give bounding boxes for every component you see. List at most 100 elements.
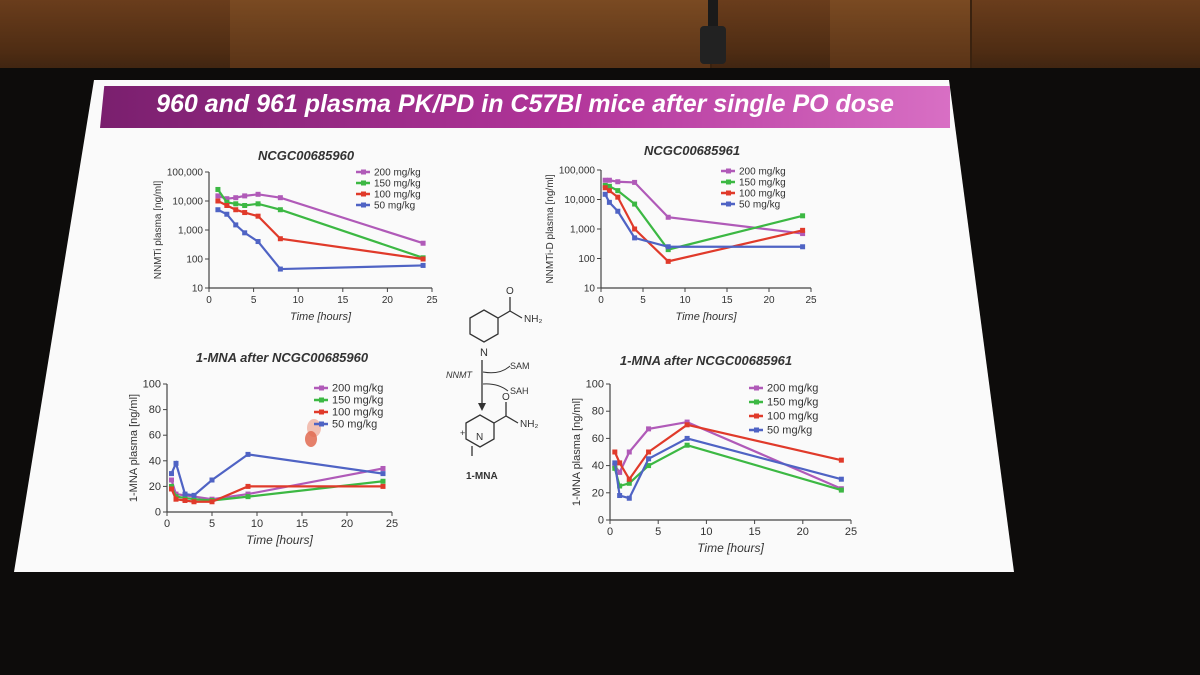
data-point bbox=[606, 199, 612, 205]
legend-marker bbox=[361, 169, 366, 175]
y-tick-label: 40 bbox=[149, 455, 161, 467]
data-point bbox=[665, 247, 671, 253]
data-point bbox=[169, 483, 174, 489]
legend-label: 200 mg/kg bbox=[374, 168, 421, 179]
data-point bbox=[215, 193, 221, 199]
arrow-head-icon bbox=[478, 403, 486, 411]
x-axis-label: Time [hours] bbox=[290, 311, 352, 323]
y-tick-label: 100 bbox=[586, 379, 604, 391]
ceiling-panel bbox=[230, 0, 352, 78]
data-point bbox=[380, 465, 386, 471]
data-point bbox=[255, 201, 261, 207]
data-point bbox=[665, 214, 671, 220]
x-tick-label: 15 bbox=[296, 518, 308, 530]
data-point bbox=[612, 460, 618, 466]
legend-marker bbox=[319, 421, 324, 427]
data-point bbox=[646, 449, 652, 455]
pyridinium-n-label: N bbox=[476, 432, 483, 443]
data-point bbox=[277, 236, 283, 242]
legend-label: 50 mg/kg bbox=[767, 425, 812, 437]
data-point bbox=[617, 469, 623, 475]
data-point bbox=[191, 492, 197, 498]
data-point bbox=[173, 496, 179, 502]
x-tick-label: 15 bbox=[748, 526, 760, 538]
data-point bbox=[420, 256, 426, 262]
x-tick-label: 5 bbox=[251, 295, 257, 306]
data-point bbox=[245, 451, 251, 457]
data-point bbox=[182, 497, 188, 503]
data-point bbox=[215, 186, 221, 192]
pyridine-n-label: N bbox=[480, 347, 488, 359]
y-tick-label: 1,000 bbox=[178, 226, 203, 237]
data-point bbox=[665, 258, 671, 264]
legend-label: 100 mg/kg bbox=[767, 411, 818, 423]
y-tick-label: 10,000 bbox=[172, 197, 203, 208]
data-point bbox=[277, 266, 283, 272]
slide-title-bar bbox=[100, 86, 950, 128]
x-axis-label: Time [hours] bbox=[246, 533, 313, 547]
x-tick-label: 0 bbox=[164, 518, 170, 530]
nicotinamide-structure-icon bbox=[469, 297, 523, 343]
data-point bbox=[800, 231, 806, 237]
data-point bbox=[838, 457, 844, 463]
legend-label: 200 mg/kg bbox=[767, 383, 818, 395]
data-point bbox=[626, 476, 632, 482]
legend-marker bbox=[754, 413, 759, 419]
x-tick-label: 0 bbox=[598, 295, 604, 306]
x-tick-label: 25 bbox=[386, 518, 398, 530]
carbonyl-o-label-2: O bbox=[502, 392, 510, 403]
legend-marker bbox=[361, 202, 366, 208]
data-point bbox=[169, 486, 174, 492]
y-tick-label: 20 bbox=[149, 481, 161, 493]
data-point bbox=[606, 183, 612, 189]
data-point bbox=[255, 213, 261, 219]
data-point bbox=[632, 179, 638, 185]
x-tick-label: 20 bbox=[382, 295, 394, 306]
x-tick-label: 10 bbox=[700, 526, 712, 538]
chart-title: NCGC00685960 bbox=[258, 148, 355, 163]
x-tick-label: 20 bbox=[341, 518, 353, 530]
data-point bbox=[191, 496, 197, 502]
data-point bbox=[615, 188, 621, 194]
data-point bbox=[606, 177, 612, 183]
data-point bbox=[224, 196, 230, 202]
y-axis-label: 1-MNA plasma [ng/ml] bbox=[571, 398, 583, 506]
enzyme-label: NNMT bbox=[446, 370, 473, 380]
y-tick-label: 1,000 bbox=[570, 225, 595, 236]
data-point bbox=[215, 198, 221, 204]
data-point bbox=[615, 208, 621, 214]
data-point bbox=[838, 487, 844, 493]
legend-marker bbox=[754, 385, 759, 391]
chart-title: 1-MNA after NCGC00685960 bbox=[196, 350, 369, 365]
y-tick-label: 10 bbox=[192, 284, 204, 295]
sam-curve bbox=[482, 365, 511, 374]
x-axis-label: Time [hours] bbox=[675, 311, 737, 323]
y-tick-label: 80 bbox=[592, 406, 604, 418]
x-tick-label: 10 bbox=[679, 295, 691, 306]
ceiling-panel bbox=[350, 0, 472, 78]
data-point bbox=[242, 193, 248, 199]
data-point bbox=[602, 191, 608, 197]
product-label: 1-MNA bbox=[466, 471, 498, 482]
data-point bbox=[646, 426, 652, 432]
y-tick-label: 100,000 bbox=[167, 168, 204, 179]
data-point bbox=[242, 210, 248, 216]
charge-label: + bbox=[460, 428, 465, 438]
sah-label: SAH bbox=[510, 386, 529, 396]
data-point bbox=[646, 456, 652, 462]
data-point bbox=[380, 483, 386, 489]
x-tick-label: 15 bbox=[337, 295, 349, 306]
reaction-scheme: N O NH₂ NNMT SAM SAH N + O NH₂ 1-MNA bbox=[446, 286, 542, 482]
y-tick-label: 40 bbox=[592, 460, 604, 472]
x-tick-label: 10 bbox=[251, 518, 263, 530]
x-tick-label: 0 bbox=[607, 526, 613, 538]
legend-marker bbox=[726, 168, 731, 174]
chart-title: NCGC00685961 bbox=[644, 143, 740, 158]
data-point bbox=[665, 244, 671, 250]
y-tick-label: 60 bbox=[149, 430, 161, 442]
y-tick-label: 100 bbox=[143, 379, 161, 391]
y-tick-label: 0 bbox=[155, 507, 161, 519]
amide-group-top: NH₂ bbox=[524, 314, 542, 325]
data-point bbox=[224, 211, 230, 217]
x-tick-label: 0 bbox=[206, 295, 212, 306]
